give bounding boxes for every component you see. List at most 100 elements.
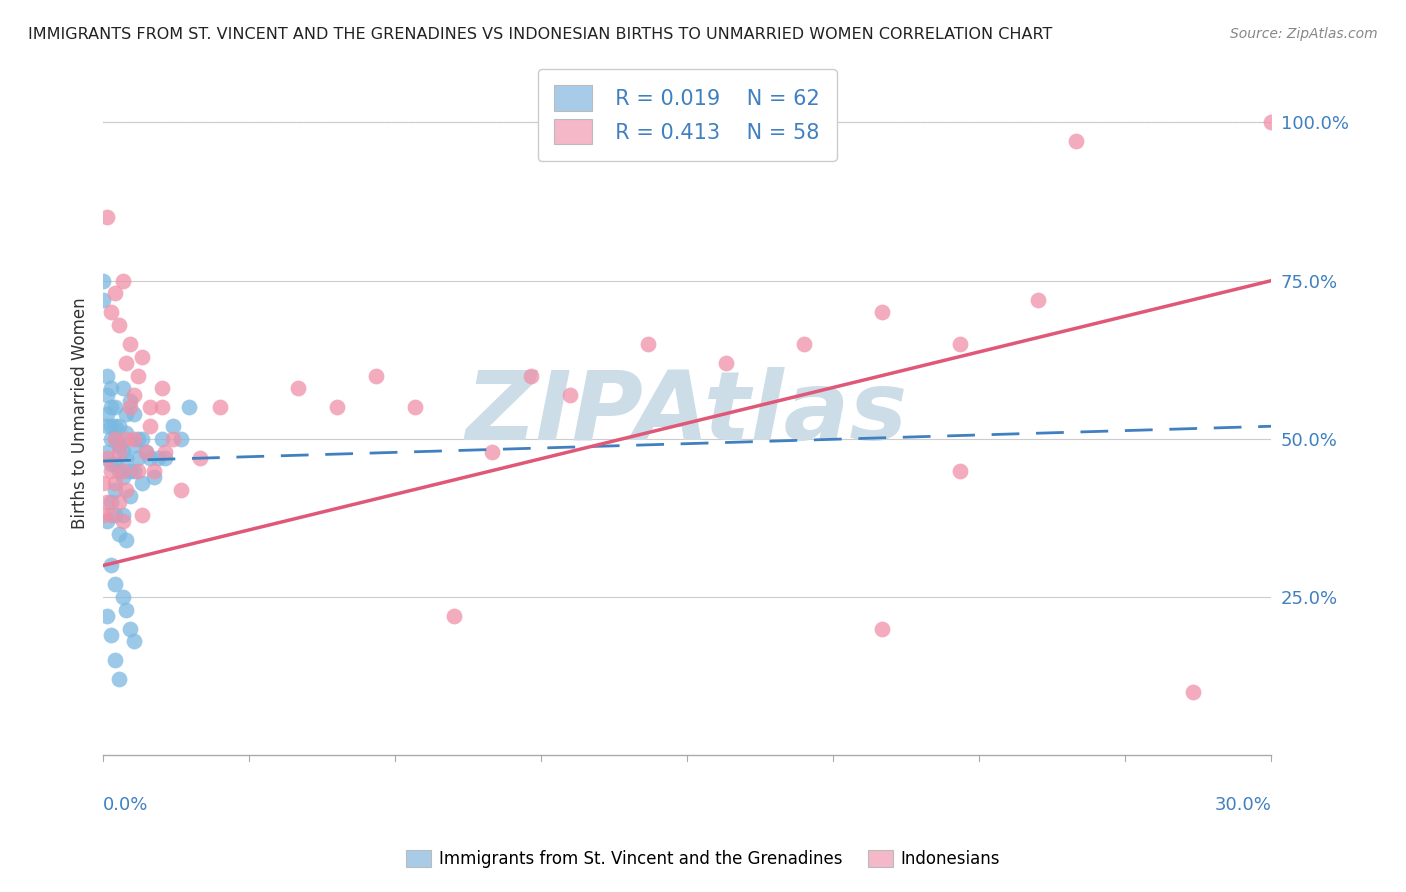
Point [96, 450, 118, 465]
Point [150, 401, 173, 415]
Point [870, 622, 893, 636]
Point [949, 337, 972, 351]
Point [131, 476, 153, 491]
Point [120, 489, 142, 503]
Point [127, 432, 149, 446]
Point [111, 381, 134, 395]
Point [91, 508, 114, 522]
Point [111, 464, 134, 478]
Point [107, 464, 129, 478]
Point [124, 438, 146, 452]
Point [104, 483, 127, 497]
Point [107, 438, 129, 452]
Point [96, 609, 118, 624]
Point [142, 464, 165, 478]
Point [100, 381, 122, 395]
Point [100, 558, 122, 573]
Point [111, 444, 134, 458]
Point [139, 450, 162, 465]
Point [120, 464, 142, 478]
Point [91, 293, 114, 307]
Point [135, 444, 157, 458]
Point [1066, 135, 1088, 149]
Point [104, 457, 127, 471]
Point [177, 401, 200, 415]
Point [96, 368, 118, 383]
Legend:   R = 0.019    N = 62,   R = 0.413    N = 58: R = 0.019 N = 62, R = 0.413 N = 58 [537, 69, 837, 161]
Point [870, 305, 893, 319]
Point [146, 450, 169, 465]
Point [100, 432, 122, 446]
Point [96, 444, 118, 458]
Point [91, 274, 114, 288]
Point [150, 432, 173, 446]
Point [96, 211, 118, 225]
Point [111, 274, 134, 288]
Point [155, 450, 177, 465]
Point [104, 419, 127, 434]
Point [104, 432, 127, 446]
Point [100, 628, 122, 642]
Point [325, 401, 347, 415]
Point [100, 508, 122, 522]
Point [100, 401, 122, 415]
Point [404, 401, 426, 415]
Point [1026, 293, 1049, 307]
Point [107, 673, 129, 687]
Point [131, 350, 153, 364]
Point [124, 387, 146, 401]
Point [104, 476, 127, 491]
Point [111, 514, 134, 528]
Point [120, 401, 142, 415]
Point [107, 444, 129, 458]
Point [100, 305, 122, 319]
Point [208, 401, 231, 415]
Point [637, 337, 659, 351]
Point [170, 432, 193, 446]
Point [96, 419, 118, 434]
Y-axis label: Births to Unmarried Women: Births to Unmarried Women [72, 298, 89, 530]
Point [100, 419, 122, 434]
Point [443, 609, 465, 624]
Point [104, 653, 127, 667]
Point [139, 401, 162, 415]
Point [190, 450, 212, 465]
Point [107, 438, 129, 452]
Legend: Immigrants from St. Vincent and the Grenadines, Indonesians: Immigrants from St. Vincent and the Gren… [399, 843, 1007, 875]
Point [1260, 115, 1282, 129]
Point [124, 432, 146, 446]
Point [96, 387, 118, 401]
Point [100, 495, 122, 509]
Point [115, 483, 138, 497]
Point [714, 356, 737, 370]
Point [111, 590, 134, 604]
Point [131, 432, 153, 446]
Point [107, 526, 129, 541]
Point [111, 508, 134, 522]
Point [139, 419, 162, 434]
Text: Source: ZipAtlas.com: Source: ZipAtlas.com [1230, 27, 1378, 41]
Text: ZIPAtlas: ZIPAtlas [465, 368, 908, 460]
Point [560, 387, 582, 401]
Point [104, 401, 127, 415]
Text: 30.0%: 30.0% [1215, 797, 1271, 814]
Point [104, 577, 127, 591]
Point [100, 457, 122, 471]
Point [155, 444, 177, 458]
Point [91, 476, 114, 491]
Point [162, 432, 184, 446]
Point [124, 464, 146, 478]
Point [107, 419, 129, 434]
Point [520, 368, 543, 383]
Point [793, 337, 815, 351]
Point [96, 407, 118, 421]
Point [104, 508, 127, 522]
Point [124, 634, 146, 648]
Point [481, 444, 503, 458]
Point [162, 419, 184, 434]
Point [115, 432, 138, 446]
Point [949, 464, 972, 478]
Point [127, 450, 149, 465]
Point [115, 425, 138, 440]
Point [115, 603, 138, 617]
